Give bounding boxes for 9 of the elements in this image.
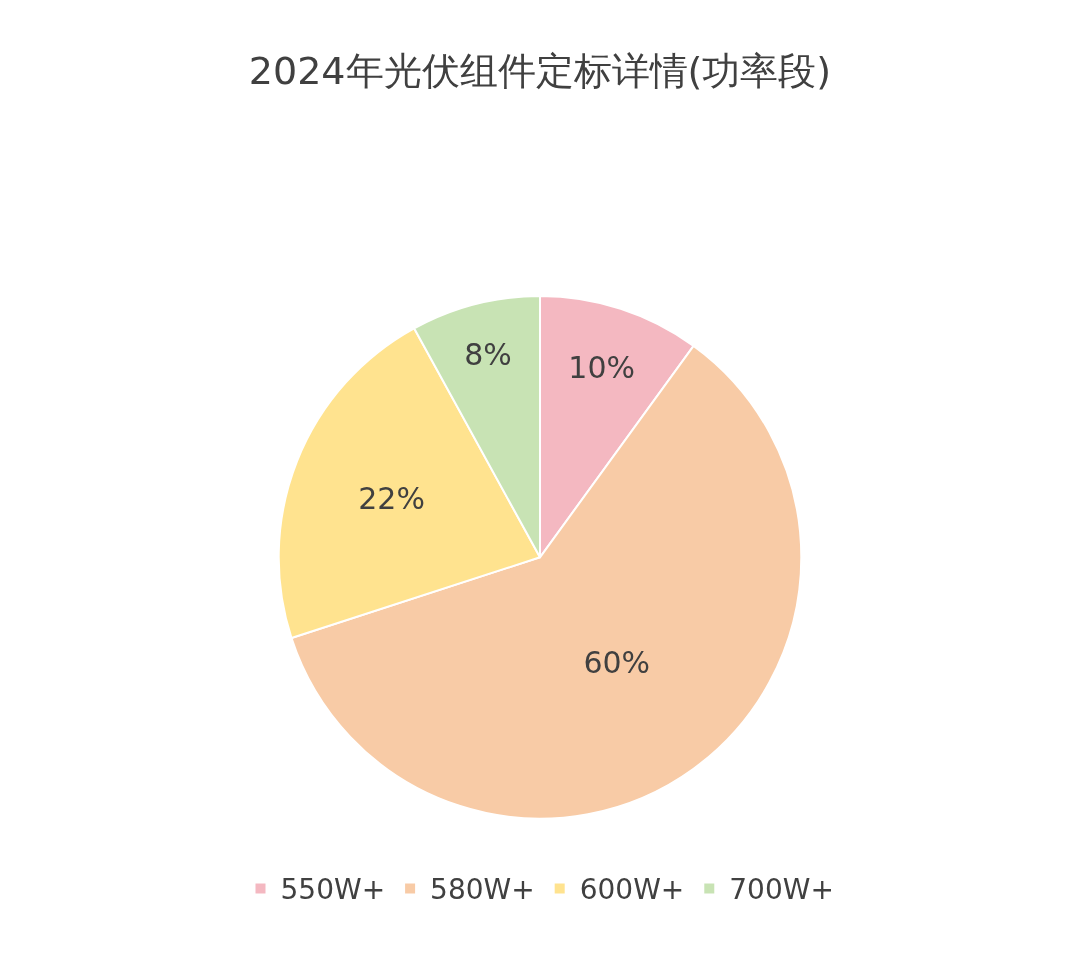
legend-label: 700W+ (729, 873, 834, 907)
data-label: 10% (568, 349, 636, 385)
chart-title: 2024年光伏组件定标详情(功率段) (248, 49, 832, 94)
data-label: 8% (464, 337, 512, 373)
legend-label: 600W+ (579, 873, 685, 907)
data-label: 22% (358, 481, 425, 517)
legend-label: 580W+ (430, 873, 535, 907)
data-label: 60% (583, 645, 651, 681)
legend-label: 550W+ (280, 873, 386, 907)
